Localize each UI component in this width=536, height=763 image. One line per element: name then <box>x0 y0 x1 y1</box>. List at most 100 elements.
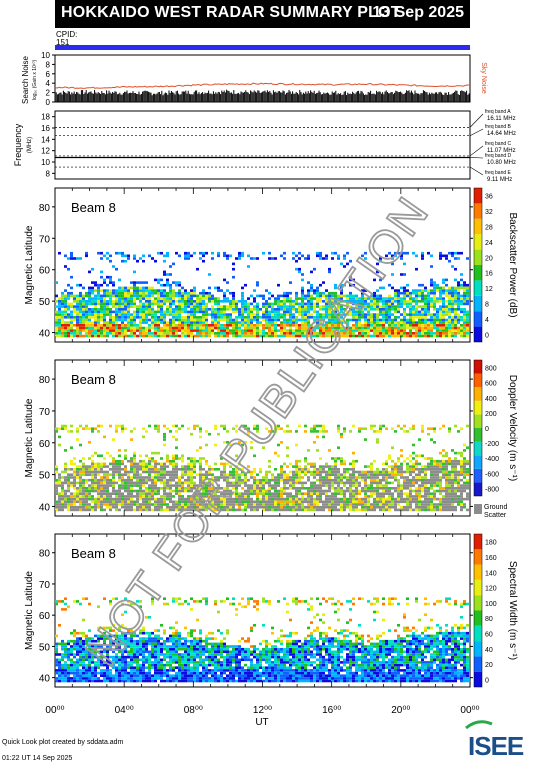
radar-cell <box>208 495 211 498</box>
radar-cell <box>70 326 73 330</box>
radar-cell <box>166 300 169 303</box>
radar-cell <box>244 318 247 322</box>
radar-cell <box>208 313 211 316</box>
radar-cell <box>370 473 373 476</box>
radar-cell <box>100 313 103 316</box>
radar-cell <box>403 318 406 322</box>
radar-cell <box>277 508 280 512</box>
radar-cell <box>304 470 307 474</box>
radar-cell <box>286 481 289 485</box>
radar-cell <box>166 492 169 495</box>
radar-cell <box>289 313 292 316</box>
radar-cell <box>337 427 340 430</box>
radar-cell <box>181 305 184 308</box>
radar-cell <box>388 332 391 335</box>
radar-cell <box>427 332 430 335</box>
radar-cell <box>145 294 148 298</box>
radar-cell <box>142 484 145 487</box>
radar-cell <box>169 495 172 498</box>
radar-cell <box>190 302 193 306</box>
radar-cell <box>145 492 148 495</box>
radar-cell <box>259 329 262 332</box>
radar-cell <box>466 283 469 287</box>
radar-cell <box>118 478 121 482</box>
radar-cell <box>175 487 178 490</box>
radar-cell <box>235 478 238 482</box>
radar-cell <box>418 497 421 501</box>
radar-cell <box>364 332 367 335</box>
radar-cell <box>76 508 79 512</box>
radar-cell <box>412 495 415 498</box>
radar-cell <box>301 508 304 512</box>
radar-cell <box>172 500 175 504</box>
radar-cell <box>346 470 349 474</box>
radar-cell <box>466 300 469 303</box>
radar-cell <box>70 508 73 512</box>
radar-cell <box>241 468 244 471</box>
radar-cell <box>88 505 91 509</box>
radar-cell <box>181 487 184 490</box>
radar-cell <box>406 484 409 487</box>
radar-cell <box>118 289 121 292</box>
radar-cell <box>334 334 337 338</box>
radar-cell <box>136 505 139 509</box>
radar-cell <box>55 427 58 430</box>
radar-cell <box>145 321 148 324</box>
radar-cell <box>442 281 445 284</box>
radar-cell <box>190 457 193 460</box>
radar-cell <box>82 478 85 482</box>
radar-cell <box>178 484 181 487</box>
radar-cell <box>421 476 424 479</box>
radar-cell <box>148 305 151 308</box>
radar-cell <box>388 465 391 468</box>
radar-cell <box>406 302 409 306</box>
radar-cell <box>103 457 106 460</box>
radar-cell <box>124 289 127 292</box>
radar-cell <box>244 424 247 428</box>
radar-cell <box>250 334 253 338</box>
radar-cell <box>247 324 250 327</box>
radar-cell <box>232 262 235 266</box>
radar-cell <box>292 321 295 324</box>
radar-cell <box>64 492 67 495</box>
radar-cell <box>226 476 229 479</box>
radar-cell <box>55 326 58 330</box>
radar-cell <box>340 503 343 506</box>
radar-cell <box>316 294 319 298</box>
radar-cell <box>334 459 337 463</box>
radar-cell <box>100 505 103 509</box>
radar-cell <box>238 497 241 501</box>
radar-cell <box>91 329 94 332</box>
radar-cell <box>412 481 415 485</box>
radar-cell <box>415 462 418 466</box>
radar-cell <box>61 326 64 330</box>
radar-cell <box>58 476 61 479</box>
radar-cell <box>160 289 163 292</box>
radar-cell <box>157 468 160 471</box>
radar-cell <box>241 294 244 298</box>
radar-cell <box>367 487 370 490</box>
radar-cell <box>139 459 142 463</box>
radar-cell <box>379 492 382 495</box>
radar-cell <box>181 291 184 295</box>
radar-cell <box>178 289 181 292</box>
radar-cell <box>76 297 79 300</box>
radar-cell <box>406 324 409 327</box>
radar-cell <box>139 462 142 466</box>
radar-cell <box>223 297 226 300</box>
radar-cell <box>373 334 376 338</box>
radar-cell <box>226 500 229 504</box>
radar-cell <box>184 468 187 471</box>
radar-cell <box>190 487 193 490</box>
radar-cell <box>241 443 244 447</box>
radar-cell <box>223 329 226 332</box>
radar-cell <box>142 470 145 474</box>
radar-cell <box>181 297 184 300</box>
radar-cell <box>130 332 133 335</box>
radar-cell <box>325 305 328 308</box>
radar-cell <box>193 503 196 506</box>
radar-cell <box>454 329 457 332</box>
radar-cell <box>187 316 190 319</box>
radar-cell <box>313 318 316 322</box>
radar-cell <box>208 470 211 474</box>
